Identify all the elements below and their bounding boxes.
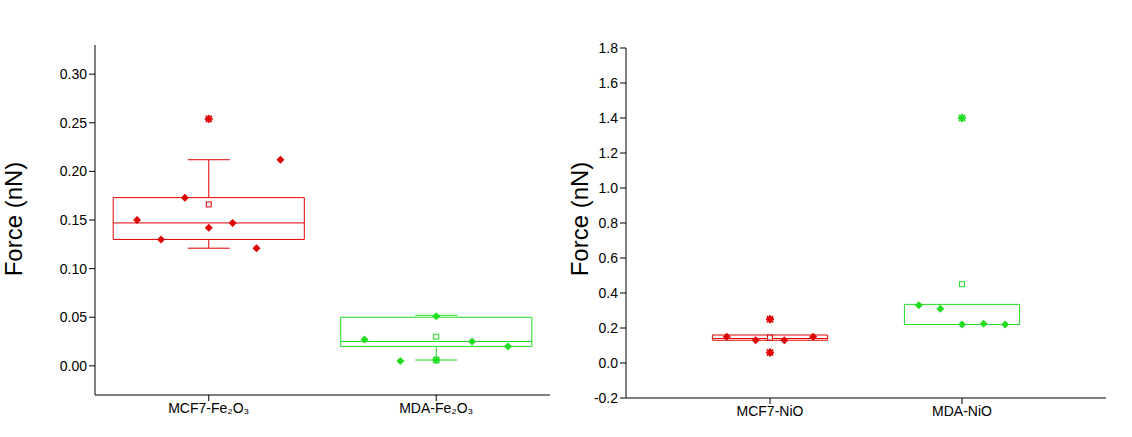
svg-text:0.4: 0.4 [599,285,619,301]
svg-text:1.2: 1.2 [599,145,619,161]
svg-text:0.05: 0.05 [60,309,87,325]
svg-text:MCF7-NiO: MCF7-NiO [737,403,804,419]
svg-text:0.25: 0.25 [60,115,87,131]
svg-text:0.2: 0.2 [599,320,619,336]
svg-text:0.00: 0.00 [60,358,87,374]
svg-text:-0.2: -0.2 [594,390,618,406]
svg-text:1.8: 1.8 [599,40,619,56]
html-text:Force (nN): Force (nN) [0,161,27,276]
svg-text:0.20: 0.20 [60,163,87,179]
svg-text:0.10: 0.10 [60,261,87,277]
svg-text:MDA-Fe₂O₃: MDA-Fe₂O₃ [399,400,473,416]
svg-text:MCF7-Fe₂O₃: MCF7-Fe₂O₃ [168,400,249,416]
svg-text:0.0: 0.0 [599,355,619,371]
svg-text:0.8: 0.8 [599,215,619,231]
svg-text:0.15: 0.15 [60,212,87,228]
svg-text:MDA-NiO: MDA-NiO [932,403,992,419]
html-text:Force (nN): Force (nN) [566,161,593,276]
svg-text:0.6: 0.6 [599,250,619,266]
svg-text:0.30: 0.30 [60,66,87,82]
svg-text:1.0: 1.0 [599,180,619,196]
svg-text:1.4: 1.4 [599,110,619,126]
svg-text:1.6: 1.6 [599,75,619,91]
